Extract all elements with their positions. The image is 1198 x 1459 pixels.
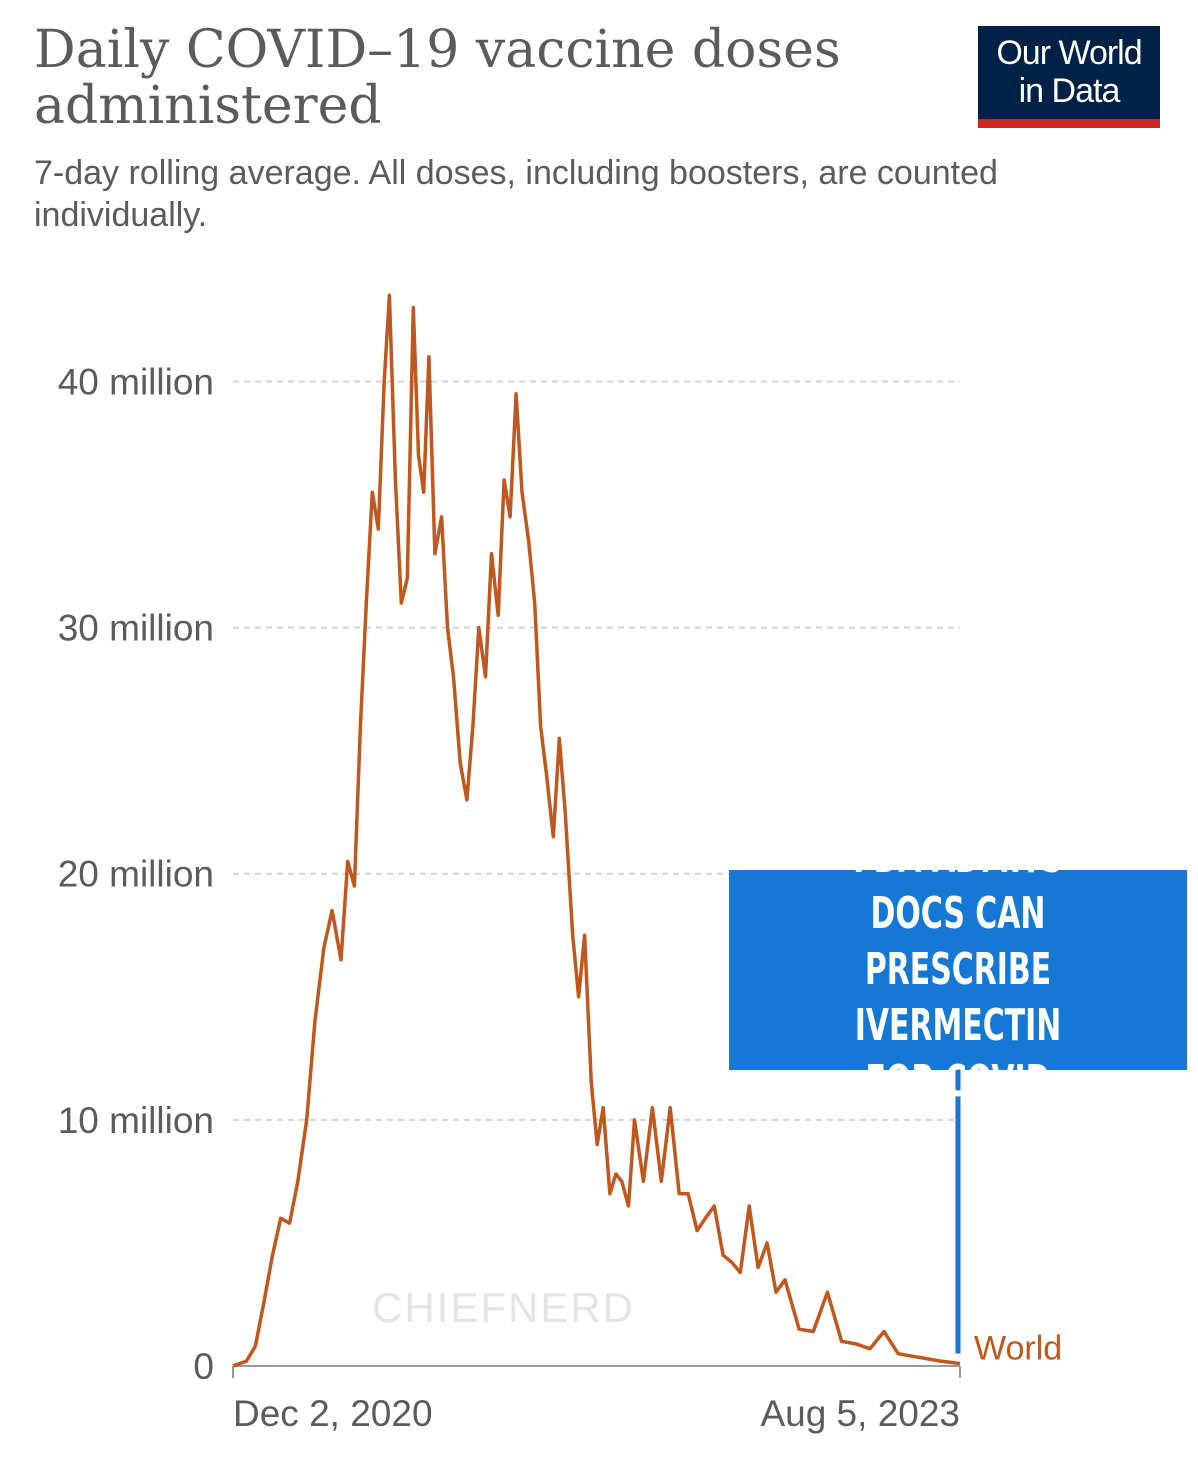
x-axis: Dec 2, 2020 Aug 5, 2023 xyxy=(232,1365,961,1434)
y-tick-label: 20 million xyxy=(58,854,214,895)
y-tick-label: 10 million xyxy=(58,1100,214,1141)
y-tick-label: 40 million xyxy=(58,361,214,402)
series-lines: World xyxy=(232,293,1062,1368)
series-label-world: World xyxy=(974,1330,1062,1368)
x-tick-label: Dec 2, 2020 xyxy=(233,1393,433,1434)
logo-line-2: in Data xyxy=(1018,72,1121,110)
logo-accent-bar xyxy=(978,119,1160,128)
series-line-world xyxy=(232,293,961,1368)
y-axis-tick-labels: 0 10 million 20 million 30 million 40 millio… xyxy=(58,361,214,1387)
overlay-banner-text: FDA ADMITS DOCS CAN PRESCRIBE IVERMECTIN… xyxy=(853,832,1063,1107)
page-title: Daily COVID–19 vaccine doses administere… xyxy=(34,20,841,136)
y-tick-label: 30 million xyxy=(58,608,214,649)
logo-line-1: Our World xyxy=(996,34,1142,72)
overlay-banner: FDA ADMITS DOCS CAN PRESCRIBE IVERMECTIN… xyxy=(729,832,1187,1107)
watermark: CHIEFNERD xyxy=(372,1284,636,1331)
y-tick-label: 0 xyxy=(193,1346,214,1387)
x-tick-label: Aug 5, 2023 xyxy=(760,1393,960,1434)
owid-logo[interactable]: Our World in Data xyxy=(978,26,1160,128)
page-subtitle: 7-day rolling average. All doses, includ… xyxy=(34,154,998,234)
logo-text: Our World in Data xyxy=(978,34,1160,110)
